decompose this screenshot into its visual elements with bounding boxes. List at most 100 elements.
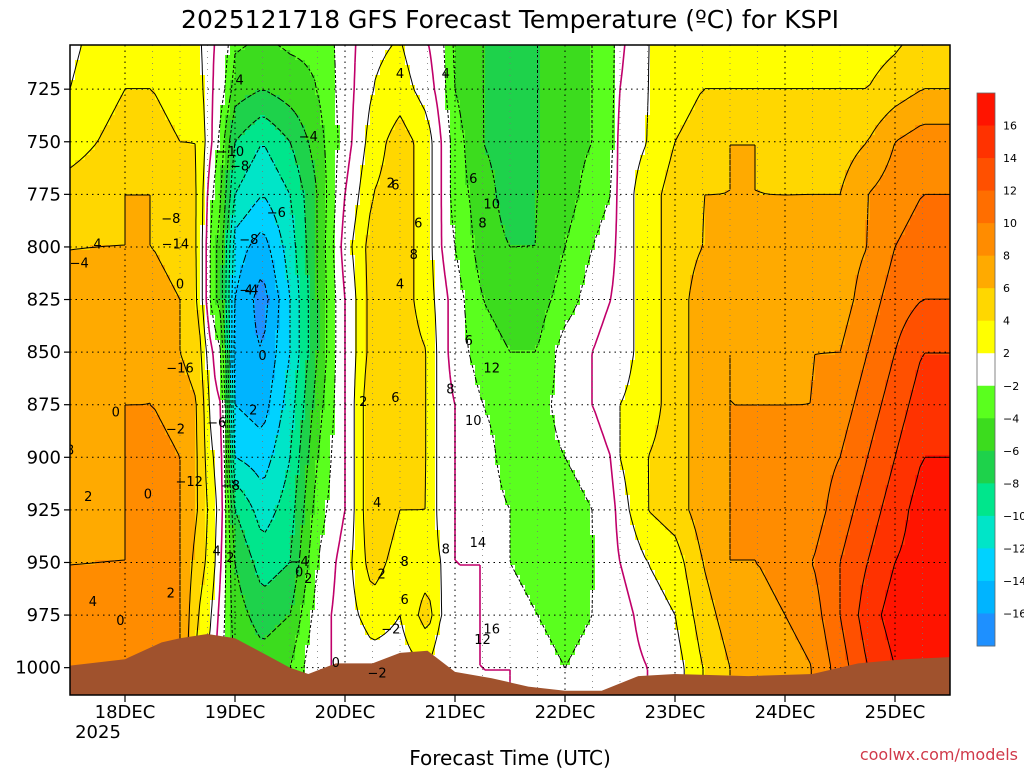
- colorbar-swatch: [977, 450, 995, 484]
- y-tick-label: 975: [27, 605, 61, 626]
- temperature-cell: [300, 630, 311, 636]
- temperature-cell: [380, 165, 416, 171]
- temperature-cell: [560, 255, 591, 261]
- temperature-cell: [540, 85, 591, 91]
- temperature-cell: [310, 525, 326, 531]
- temperature-cell: [620, 430, 656, 436]
- temperature-cell: [70, 475, 126, 481]
- temperature-cell: [235, 75, 316, 81]
- temperature-cell: [445, 65, 456, 71]
- temperature-cell: [275, 165, 301, 171]
- temperature-cell: [430, 210, 451, 216]
- temperature-cell: [885, 490, 916, 496]
- temperature-cell: [230, 200, 236, 206]
- temperature-cell: [315, 590, 356, 596]
- temperature-cell: [365, 250, 416, 256]
- temperature-cell: [230, 595, 246, 601]
- temperature-cell: [850, 160, 891, 166]
- temperature-cell: [225, 130, 231, 136]
- temperature-cell: [215, 330, 221, 336]
- temperature-cell: [225, 75, 236, 81]
- temperature-cell: [250, 550, 291, 556]
- temperature-cell: [230, 135, 241, 141]
- temperature-cell: [365, 260, 416, 266]
- temperature-cell: [305, 400, 316, 406]
- contour-label: 12: [474, 633, 491, 648]
- temperature-cell: [310, 555, 321, 561]
- temperature-cell: [495, 455, 566, 461]
- temperature-cell: [190, 375, 201, 381]
- temperature-cell: [315, 195, 326, 201]
- temperature-cell: [195, 200, 206, 206]
- temperature-cell: [365, 425, 426, 431]
- temperature-cell: [845, 540, 876, 546]
- temperature-cell: [235, 360, 276, 366]
- temperature-cell: [635, 230, 661, 236]
- temperature-cell: [730, 150, 756, 156]
- temperature-cell: [405, 120, 431, 126]
- temperature-cell: [610, 185, 636, 191]
- temperature-cell: [160, 100, 206, 106]
- temperature-cell: [730, 530, 821, 536]
- temperature-cell: [355, 390, 366, 396]
- temperature-cell: [230, 205, 236, 211]
- temperature-cell: [75, 70, 201, 76]
- temperature-cell: [295, 220, 306, 226]
- temperature-cell: [335, 265, 356, 271]
- temperature-cell: [235, 380, 271, 386]
- temperature-cell: [465, 180, 496, 186]
- temperature-cell: [765, 575, 816, 581]
- temperature-cell: [510, 555, 596, 561]
- temperature-cell: [415, 165, 431, 171]
- temperature-cell: [230, 90, 256, 96]
- temperature-cell: [180, 495, 196, 501]
- temperature-cell: [300, 170, 316, 176]
- temperature-cell: [300, 115, 321, 121]
- temperature-cell: [275, 280, 291, 286]
- temperature-cell: [430, 600, 441, 606]
- temperature-cell: [840, 590, 861, 596]
- temperature-cell: [895, 455, 926, 461]
- temperature-cell: [195, 195, 206, 201]
- temperature-cell: [325, 515, 356, 521]
- temperature-cell: [220, 335, 226, 341]
- temperature-cell: [455, 75, 486, 81]
- temperature-cell: [390, 45, 406, 51]
- temperature-cell: [70, 655, 181, 661]
- temperature-cell: [210, 310, 221, 316]
- temperature-cell: [245, 540, 291, 546]
- temperature-cell: [485, 120, 541, 126]
- temperature-cell: [615, 120, 646, 126]
- temperature-cell: [570, 220, 601, 226]
- temperature-cell: [810, 390, 856, 396]
- temperature-cell: [175, 130, 206, 136]
- temperature-cell: [195, 425, 206, 431]
- temperature-cell: [205, 405, 211, 411]
- temperature-cell: [455, 60, 486, 66]
- temperature-cell: [450, 135, 466, 141]
- temperature-cell: [235, 115, 261, 121]
- temperature-cell: [210, 405, 226, 411]
- temperature-cell: [595, 580, 661, 586]
- temperature-cell: [660, 210, 706, 216]
- temperature-cell: [190, 630, 196, 636]
- temperature-cell: [860, 260, 891, 266]
- temperature-cell: [370, 110, 426, 116]
- temperature-cell: [330, 465, 356, 471]
- temperature-cell: [225, 515, 231, 521]
- temperature-cell: [820, 600, 841, 606]
- temperature-cell: [840, 580, 866, 586]
- temperature-cell: [180, 515, 196, 521]
- temperature-cell: [300, 455, 311, 461]
- temperature-cell: [320, 410, 336, 416]
- temperature-cell: [200, 590, 216, 596]
- temperature-cell: [325, 255, 336, 261]
- temperature-cell: [320, 120, 336, 126]
- temperature-cell: [685, 575, 706, 581]
- temperature-cell: [320, 425, 336, 431]
- temperature-cell: [360, 620, 396, 626]
- temperature-cell: [425, 445, 436, 451]
- temperature-cell: [230, 465, 236, 471]
- temperature-cell: [300, 565, 311, 571]
- temperature-cell: [315, 170, 326, 176]
